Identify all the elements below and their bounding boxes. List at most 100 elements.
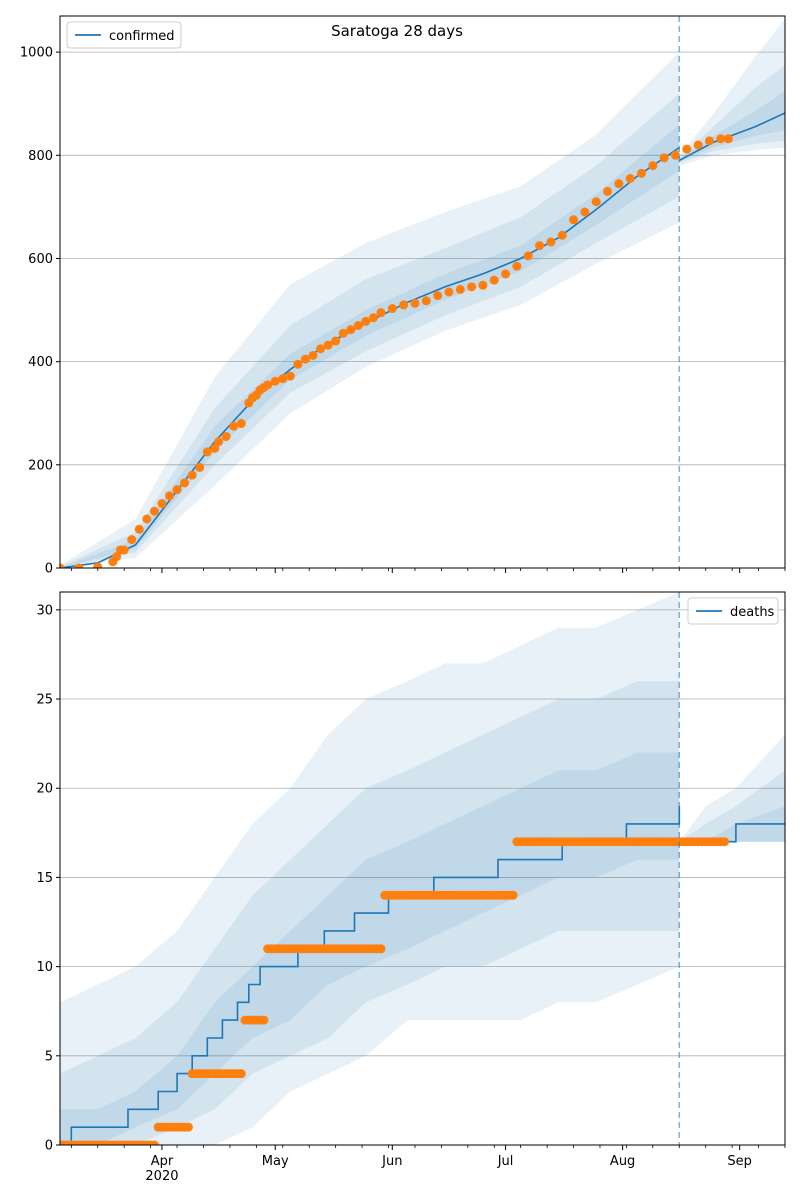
observed-point <box>723 134 733 144</box>
observed-point <box>353 321 363 331</box>
observed-point <box>557 230 567 240</box>
figure-title: Saratoga 28 days <box>331 22 463 40</box>
deaths-plot-area <box>60 592 785 1145</box>
observed-point <box>263 380 273 390</box>
observed-point <box>569 215 579 225</box>
observed-point <box>648 161 658 171</box>
observed-point <box>293 359 303 369</box>
observed-point <box>127 535 137 545</box>
x-tick-label: Apr <box>151 1154 174 1169</box>
observed-point <box>512 261 522 271</box>
observed-point <box>236 419 246 429</box>
observed-point <box>149 1140 159 1145</box>
observed-point <box>625 174 635 184</box>
y-tick-label: 20 <box>36 782 53 797</box>
observed-point <box>501 269 511 279</box>
y-tick-label: 0 <box>45 1139 53 1154</box>
observed-point <box>112 552 122 562</box>
observed-point <box>165 491 175 501</box>
confirmed-legend-box <box>66 21 182 49</box>
observed-point <box>682 144 692 154</box>
deaths-frame <box>59 591 786 1146</box>
observed-point <box>455 284 465 294</box>
observed-point <box>659 153 669 163</box>
observed-point <box>376 308 386 318</box>
observed-point <box>716 134 726 144</box>
observed-point <box>183 1122 193 1132</box>
observed-point <box>157 499 167 509</box>
uncertainty-band <box>679 90 785 162</box>
observed-point <box>338 328 348 338</box>
observed-point <box>149 506 159 516</box>
observed-point <box>221 431 231 441</box>
x-tick-label: 2020 <box>145 1169 178 1184</box>
uncertainty-band <box>60 52 680 568</box>
observed-point <box>285 371 295 381</box>
observed-point <box>361 316 371 326</box>
observed-point <box>535 241 545 251</box>
observed-point <box>693 140 703 150</box>
observed-point <box>546 237 556 247</box>
observed-point <box>603 186 613 196</box>
observed-point <box>180 478 190 488</box>
observed-point <box>444 287 454 297</box>
observed-point <box>210 443 220 453</box>
uncertainty-band <box>679 734 785 842</box>
observed-point <box>508 890 518 900</box>
observed-point <box>323 340 333 350</box>
uncertainty-band <box>679 806 785 842</box>
observed-point <box>229 421 239 431</box>
uncertainty-band <box>60 592 680 1145</box>
confirmed-forecast-line <box>678 112 785 162</box>
confirmed-plot-area <box>60 18 785 568</box>
observed-point <box>410 298 420 308</box>
observed-point <box>195 462 205 472</box>
observed-point <box>720 837 730 847</box>
observed-point <box>202 447 212 457</box>
observed-point <box>478 280 488 290</box>
observed-point <box>142 514 152 524</box>
uncertainty-band <box>679 18 785 166</box>
observed-point <box>368 313 378 323</box>
y-tick-label: 1000 <box>20 46 53 61</box>
observed-point <box>433 291 443 301</box>
observed-point <box>614 179 624 189</box>
observed-point <box>300 354 310 364</box>
x-tick-label: Jun <box>381 1154 402 1169</box>
observed-point <box>387 304 397 314</box>
deaths-legend-box <box>687 597 779 625</box>
observed-point <box>591 197 601 207</box>
observed-point <box>74 563 84 568</box>
confirmed-frame <box>59 15 786 569</box>
observed-point <box>187 470 197 480</box>
observed-point <box>331 336 341 346</box>
observed-point <box>172 485 182 495</box>
deaths-model-line <box>60 806 681 1145</box>
observed-point <box>580 207 590 217</box>
observed-point <box>270 376 280 386</box>
observed-point <box>134 524 144 534</box>
y-tick-label: 5 <box>45 1049 53 1064</box>
observed-point <box>523 251 533 261</box>
confirmed-axes: 0 200 400 600 800 1000 confirmed <box>20 15 786 577</box>
x-tick-label: Aug <box>610 1154 635 1169</box>
y-tick-label: 200 <box>28 458 53 473</box>
y-tick-label: 600 <box>28 252 53 267</box>
observed-point <box>704 136 714 146</box>
observed-point <box>214 437 224 447</box>
observed-point <box>278 374 288 384</box>
deaths-legend-label: deaths <box>730 605 775 620</box>
observed-point <box>93 562 103 568</box>
observed-point <box>236 1069 246 1079</box>
observed-point <box>467 282 477 292</box>
y-tick-label: 400 <box>28 355 53 370</box>
y-tick-label: 15 <box>36 871 53 886</box>
observed-point <box>346 325 356 335</box>
observed-point <box>489 275 499 285</box>
confirmed-legend-label: confirmed <box>109 29 175 44</box>
observed-point <box>637 168 647 178</box>
observed-point <box>670 150 680 160</box>
